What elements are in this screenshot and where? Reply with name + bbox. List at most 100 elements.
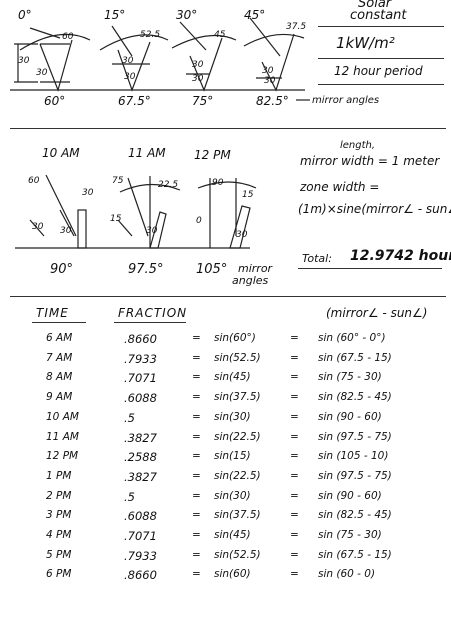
mirror-v-1 [39, 39, 73, 92]
ray-label: 60 [62, 32, 74, 42]
expression-cell: sin (90 - 60) [318, 410, 382, 423]
sine-cell: sin(37.5) [214, 509, 261, 522]
mirror-angle: 67.5° [118, 94, 151, 108]
fraction-cell: .8660 [124, 568, 157, 583]
ray-label: 30 [32, 222, 44, 232]
mirror-angle: 90° [50, 262, 74, 277]
time-cell: 1 PM [46, 469, 72, 482]
mirror-angle: 60° [44, 94, 66, 108]
equals-cell: = [290, 469, 299, 482]
expression-cell: sin (75 - 30) [318, 371, 382, 384]
zone-width-label: zone width = [300, 180, 380, 194]
sine-cell: sin(22.5) [214, 430, 261, 443]
expression-cell: sin (90 - 60) [318, 489, 382, 502]
equals-cell: = [290, 529, 299, 541]
equals-cell: = [192, 548, 201, 561]
fraction-cell: .7071 [124, 371, 157, 386]
mirror-width-note: mirror width = 1 meter [300, 154, 440, 168]
solar-constant-value: 1kW/m² [336, 34, 395, 52]
ray-label: 60 [28, 176, 40, 186]
fraction-cell: .7071 [124, 529, 157, 543]
time-cell: 10 AM [46, 410, 79, 423]
equals-cell: = [290, 410, 299, 423]
mirror-angle: 82.5° [256, 94, 289, 108]
sine-cell: sin(60) [214, 568, 251, 581]
ray-label: 30 [262, 66, 274, 76]
sine-cell: sin(60°) [214, 332, 256, 344]
equals-cell: = [290, 332, 299, 344]
expression-cell: sin (75 - 30) [318, 529, 382, 541]
sine-cell: sin(15) [214, 450, 251, 463]
title-solar: Solar [358, 0, 392, 11]
expression-cell: sin (60 - 0) [318, 568, 376, 581]
column-header-expression: (mirror∠ - sun∠) [326, 306, 428, 320]
sun-angle-label: 15° [104, 8, 126, 22]
sine-cell: sin(37.5) [214, 391, 261, 404]
sine-cell: sin(30) [214, 489, 251, 502]
ray-label: 30 [18, 56, 30, 66]
table-row: 6 AM .8660 = sin(60°) = sin (60° - 0°) [0, 332, 451, 352]
time-cell: 6 AM [46, 332, 73, 344]
ray-label: 52.5 [140, 30, 161, 40]
equals-cell: = [290, 548, 299, 561]
ray-label: 30 [124, 72, 136, 82]
ray-label: 30 [60, 226, 72, 236]
sun-angle-label: 30° [176, 8, 198, 22]
column-header-fraction: FRACTION [118, 306, 188, 320]
header-underline [114, 322, 186, 323]
equals-cell: = [290, 568, 299, 581]
length-label: length, [340, 140, 376, 151]
section-divider [10, 296, 446, 297]
section-divider [10, 128, 446, 129]
equals-cell: = [290, 351, 299, 364]
fraction-cell: .5 [124, 489, 135, 504]
mirror-angle: 105° [196, 262, 228, 277]
mirror-caption: mirror [238, 262, 273, 275]
equals-cell: = [290, 371, 299, 384]
ray-label: 30 [82, 188, 94, 198]
sine-cell: sin(45) [214, 371, 251, 384]
divider [298, 268, 442, 269]
equals-cell: = [192, 489, 201, 502]
total-value: 12.9742 hours [350, 248, 451, 264]
mirror-v-4 [261, 33, 295, 92]
time-label: 11 AM [128, 146, 166, 160]
column-header-time: TIME [36, 306, 69, 320]
ray-label: 15 [242, 190, 254, 200]
ray-label: 0 [196, 216, 202, 226]
sun-angle-label: 0° [18, 8, 32, 22]
divider [318, 84, 444, 85]
expression-cell: sin (60° - 0°) [318, 332, 386, 344]
fraction-cell: .5 [124, 410, 135, 425]
fraction-cell: .3827 [124, 430, 157, 445]
expression-cell: sin (67.5 - 15) [318, 351, 392, 364]
ray-label: 45 [214, 30, 226, 40]
table-row: 3 PM .6088 = sin(37.5) = sin (82.5 - 45) [0, 509, 451, 529]
ray-label: 90 [212, 178, 224, 188]
expression-cell: sin (97.5 - 75) [318, 430, 392, 443]
fraction-cell: .7933 [124, 548, 157, 563]
table-row: 6 PM .8660 = sin(60) = sin (60 - 0) [0, 568, 451, 588]
equals-cell: = [192, 332, 201, 344]
expression-cell: sin (105 - 10) [318, 450, 389, 463]
equals-cell: = [192, 410, 201, 423]
ray-label: 30 [122, 56, 134, 66]
table-row: 4 PM .7071 = sin(45) = sin (75 - 30) [0, 529, 451, 549]
time-label: 10 AM [42, 146, 80, 160]
equals-cell: = [192, 529, 201, 541]
ray-label: 30 [192, 60, 204, 70]
equals-cell: = [290, 430, 299, 443]
sine-cell: sin(30) [214, 410, 251, 423]
equals-cell: = [192, 430, 201, 443]
time-cell: 12 PM [46, 450, 79, 463]
time-cell: 4 PM [46, 529, 72, 541]
equals-cell: = [290, 509, 299, 522]
table-row: 2 PM .5 = sin(30) = sin (90 - 60) [0, 490, 451, 510]
title-constant: constant [350, 8, 407, 23]
ray-label: 30 [264, 76, 276, 86]
table-row: 8 AM .7071 = sin(45) = sin (75 - 30) [0, 371, 451, 391]
time-cell: 11 AM [46, 430, 79, 443]
fraction-cell: .6088 [124, 391, 157, 406]
table-row: 12 PM .2588 = sin(15) = sin (105 - 10) [0, 450, 451, 470]
